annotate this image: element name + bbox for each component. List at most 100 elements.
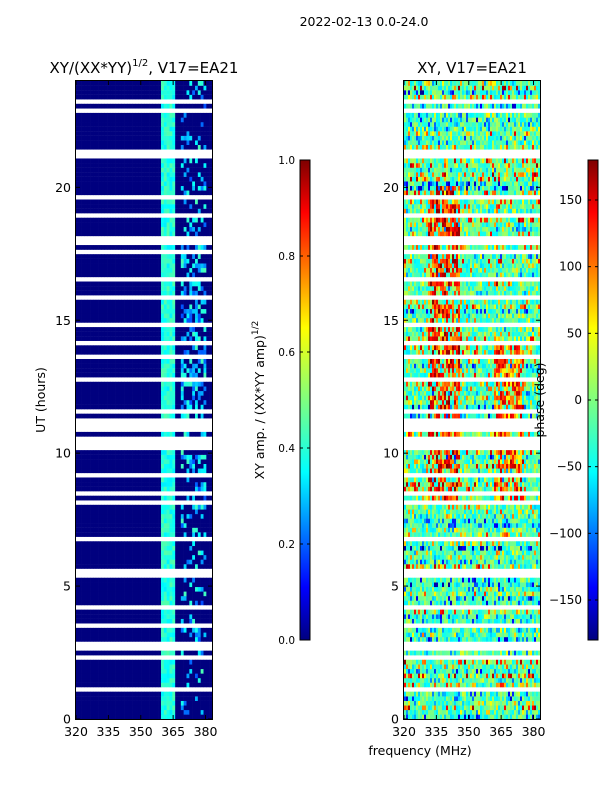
heatmap-cell [163, 336, 167, 341]
heatmap-cell [158, 349, 162, 355]
heatmap-cell [90, 172, 94, 177]
heatmap-cell [141, 532, 145, 537]
heatmap-cell [138, 126, 142, 132]
heatmap-cell [183, 600, 187, 606]
heatmap-cell [127, 404, 131, 410]
heatmap-cell [141, 267, 145, 273]
heatmap-cell [121, 185, 125, 191]
heatmap-cell [172, 313, 176, 319]
heatmap-cell [95, 308, 99, 314]
heatmap-cell [141, 135, 145, 141]
heatmap-cell [121, 122, 125, 127]
heatmap-cell [172, 90, 176, 95]
heatmap-cell [138, 345, 142, 351]
heatmap-cell [183, 463, 187, 469]
heatmap-cell [141, 336, 145, 341]
heatmap-cell [107, 381, 111, 387]
heatmap-cell [138, 117, 142, 123]
heatmap-cell [161, 199, 165, 205]
heatmap-cell [93, 158, 97, 164]
heatmap-cell [206, 691, 210, 697]
heatmap-cell [95, 523, 99, 528]
heatmap-cell [104, 208, 108, 214]
heatmap-cell [98, 267, 102, 273]
heatmap-cell [124, 595, 128, 601]
heatmap-cell [197, 286, 201, 291]
heatmap-cell [172, 636, 176, 642]
heatmap-cell [101, 90, 105, 95]
heatmap-cell [161, 677, 165, 683]
heatmap-cell [183, 358, 187, 364]
heatmap-cell [197, 554, 201, 560]
heatmap-cell [146, 482, 150, 487]
heatmap-cell [146, 94, 150, 100]
heatmap-cell [121, 705, 125, 711]
heatmap-cell [124, 126, 128, 132]
heatmap-cell [195, 90, 199, 95]
heatmap-cell [175, 390, 179, 396]
heatmap-cell [152, 486, 156, 492]
heatmap-cell [155, 627, 159, 633]
heatmap-cell [93, 577, 97, 583]
heatmap-cell [112, 636, 116, 642]
heatmap-cell [180, 700, 184, 706]
heatmap-cell [158, 122, 162, 127]
heatmap-cell [101, 281, 105, 287]
heatmap-cell [158, 595, 162, 601]
heatmap-cell [149, 482, 153, 487]
heatmap-cell [98, 90, 102, 95]
heatmap-cell [104, 486, 108, 492]
heatmap-cell [175, 545, 179, 551]
heatmap-cell [84, 504, 88, 510]
heatmap-cell [115, 163, 119, 168]
heatmap-cell [132, 577, 136, 583]
heatmap-cell [118, 272, 122, 278]
heatmap-cell [192, 208, 196, 214]
heatmap-cell [203, 103, 207, 109]
heatmap-cell [132, 659, 136, 665]
heatmap-cell [104, 112, 108, 118]
heatmap-cell [76, 482, 80, 487]
heatmap-cell [200, 90, 204, 95]
heatmap-cell [155, 518, 159, 524]
heatmap-cell [183, 199, 187, 205]
heatmap-cell [115, 591, 119, 597]
heatmap-cell [135, 167, 139, 173]
heatmap-cell [206, 126, 210, 132]
heatmap-cell [175, 532, 179, 537]
heatmap-cell [146, 281, 150, 287]
heatmap-cell [129, 372, 133, 378]
heatmap-cell [172, 404, 176, 410]
heatmap-cell [124, 664, 128, 670]
heatmap-cell [172, 286, 176, 291]
heatmap-cell [132, 595, 136, 601]
heatmap-cell [155, 586, 159, 592]
heatmap-cell [158, 103, 162, 109]
heatmap-cell [93, 586, 97, 592]
heatmap-cell [206, 222, 210, 228]
heatmap-cell [141, 258, 145, 264]
heatmap-cell [124, 131, 128, 136]
heatmap-cell [112, 413, 116, 419]
heatmap-cell [121, 545, 125, 551]
heatmap-cell [180, 659, 184, 665]
heatmap-cell [178, 404, 182, 410]
heatmap-cell [206, 632, 210, 638]
heatmap-cell [138, 614, 142, 619]
heatmap-cell [195, 618, 199, 624]
heatmap-cell [90, 636, 94, 642]
heatmap-cell [101, 509, 105, 515]
heatmap-cell [192, 705, 196, 711]
heatmap-cell [78, 299, 82, 305]
heatmap-cell [152, 459, 156, 464]
heatmap-cell [124, 636, 128, 642]
heatmap-cell [163, 299, 167, 305]
heatmap-cell [90, 390, 94, 396]
heatmap-cell [84, 691, 88, 697]
heatmap-cell [141, 636, 145, 642]
heatmap-cell [127, 395, 131, 401]
heatmap-cell [84, 327, 88, 332]
heatmap-cell [118, 486, 122, 492]
heatmap-cell [115, 468, 119, 474]
heatmap-cell [163, 126, 167, 132]
